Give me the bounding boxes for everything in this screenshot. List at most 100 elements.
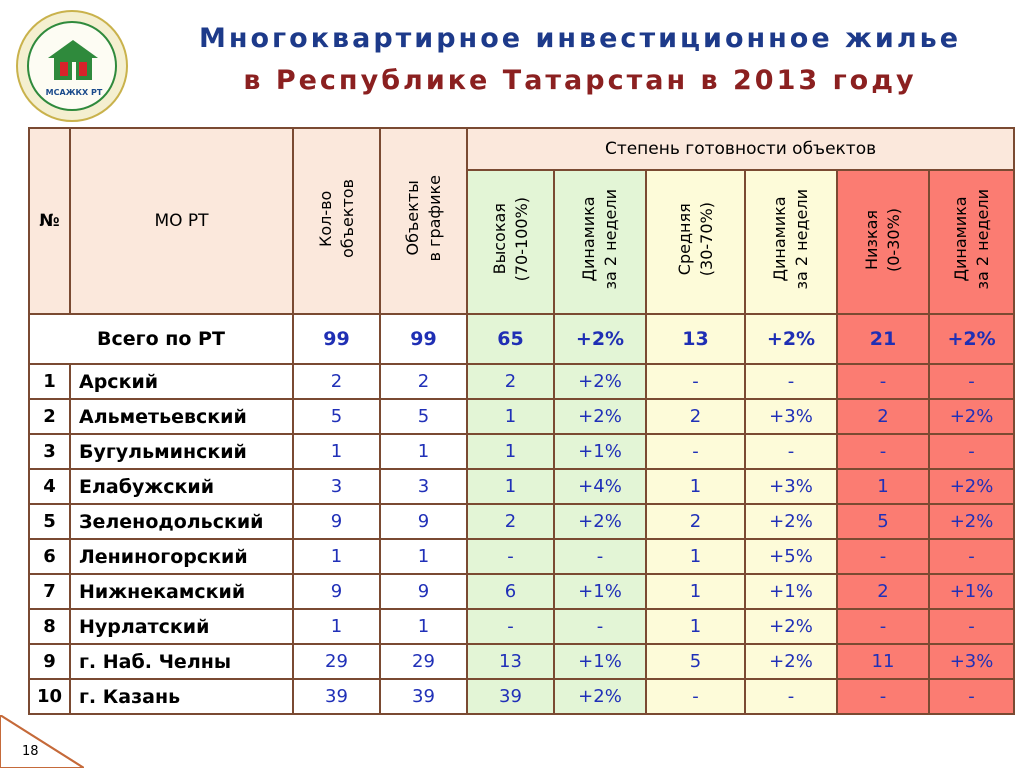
row-cell: 2 [379, 363, 468, 400]
table-row: 1 Арский 2 2 2 +2% - - - - [28, 363, 1016, 400]
row-cell: +3% [744, 398, 838, 435]
row-number: 7 [28, 573, 71, 610]
row-cell: 2 [466, 363, 555, 400]
header-row-2: Высокая (70-100%) Динамика за 2 недели С… [29, 169, 1016, 315]
row-number: 9 [28, 643, 71, 680]
row-cell: - [553, 538, 647, 575]
row-cell: 2 [645, 503, 746, 540]
row-cell: - [836, 608, 930, 645]
row-number: 4 [28, 468, 71, 505]
header-low-label: Низкая (0-30%) [862, 207, 903, 272]
header-high-label: Высокая (70-100%) [489, 197, 531, 282]
row-number: 5 [28, 503, 71, 540]
header-dyn-mid-label: Динамика за 2 недели [770, 189, 811, 290]
table-row: 3 Бугульминский 1 1 1 +1% - - - - [28, 433, 1016, 470]
row-cell: - [927, 678, 1016, 715]
logo-text: МСАЖКХ РТ [45, 88, 103, 97]
row-cell: - [836, 538, 930, 575]
row-number: 3 [28, 433, 71, 470]
row-cell: 5 [379, 398, 468, 435]
total-cell: 99 [292, 313, 381, 365]
table-row: 5 Зеленодольский 9 9 2 +2% 2 +2% 5 +2% [28, 503, 1016, 540]
row-cell: 9 [379, 573, 468, 610]
row-cell: 1 [379, 608, 468, 645]
header-schedule-label: Объекты в графике [402, 175, 444, 262]
row-number: 1 [28, 363, 71, 400]
row-cell: 3 [292, 468, 381, 505]
header-mo: МО РТ [69, 127, 294, 315]
row-cell: +2% [744, 643, 838, 680]
row-cell: +2% [744, 608, 838, 645]
header-dyn-high: Динамика за 2 недели [553, 169, 647, 315]
header-dyn-low-label: Динамика за 2 недели [950, 189, 992, 290]
header-readiness: Степень готовности объектов [465, 127, 1016, 171]
row-district: Нижнекамский [69, 573, 294, 610]
row-cell: 1 [466, 398, 555, 435]
row-cell: - [836, 678, 930, 715]
row-cell: - [466, 538, 555, 575]
row-district: Лениногорский [69, 538, 294, 575]
row-cell: +1% [553, 643, 647, 680]
total-cell: +2% [744, 313, 838, 365]
header-mid: Средняя (30-70%) [645, 169, 746, 315]
page-title: Многоквартирное инвестиционное жилье в Р… [150, 18, 1010, 102]
row-cell: +2% [927, 468, 1016, 505]
row-cell: 9 [292, 573, 381, 610]
row-cell: 29 [292, 643, 381, 680]
header-num: № [28, 127, 71, 315]
header-dyn-low: Динамика за 2 недели [927, 169, 1016, 315]
row-district: Бугульминский [69, 433, 294, 470]
header-count-label: Кол-во объектов [315, 178, 357, 258]
row-cell: 2 [466, 503, 555, 540]
row-cell: - [466, 608, 555, 645]
row-cell: 1 [379, 433, 468, 470]
logo-inner-ring [27, 21, 117, 111]
total-cell: 21 [836, 313, 930, 365]
total-row: Всего по РТ 99 99 65 +2% 13 +2% 21 +2% [28, 313, 1016, 365]
row-cell: - [836, 433, 930, 470]
row-cell: - [744, 433, 838, 470]
row-cell: +1% [553, 573, 647, 610]
row-cell: 2 [645, 398, 746, 435]
row-cell: 39 [466, 678, 555, 715]
row-cell: +1% [553, 433, 647, 470]
row-number: 2 [28, 398, 71, 435]
row-cell: - [744, 363, 838, 400]
row-cell: - [927, 363, 1016, 400]
row-district: Нурлатский [69, 608, 294, 645]
total-cell: +2% [553, 313, 647, 365]
row-cell: 1 [379, 538, 468, 575]
housing-table: № МО РТ Кол-во объектов Объекты в график… [28, 127, 1016, 715]
organization-logo: МСАЖКХ РТ [16, 10, 128, 122]
row-cell: 2 [836, 573, 930, 610]
row-district: г. Наб. Челны [69, 643, 294, 680]
row-cell: - [645, 678, 746, 715]
row-cell: +3% [927, 643, 1016, 680]
header-dyn-high-label: Динамика за 2 недели [579, 189, 620, 290]
row-cell: +2% [553, 398, 647, 435]
row-district: г. Казань [69, 678, 294, 715]
row-district: Арский [69, 363, 294, 400]
row-cell: 5 [836, 503, 930, 540]
row-cell: - [645, 433, 746, 470]
row-cell: +2% [553, 363, 647, 400]
row-district: Зеленодольский [69, 503, 294, 540]
row-cell: +2% [927, 398, 1016, 435]
page-number: 18 [22, 744, 39, 759]
header-high: Высокая (70-100%) [466, 169, 555, 315]
row-cell: +2% [927, 503, 1016, 540]
header-low: Низкая (0-30%) [836, 169, 930, 315]
table-row: 9 г. Наб. Челны 29 29 13 +1% 5 +2% 11 +3% [28, 643, 1016, 680]
row-cell: +4% [553, 468, 647, 505]
row-cell: 9 [379, 503, 468, 540]
row-cell: - [744, 678, 838, 715]
row-cell: +2% [744, 503, 838, 540]
row-cell: 39 [379, 678, 468, 715]
row-cell: 2 [836, 398, 930, 435]
row-cell: 1 [292, 433, 381, 470]
row-number: 10 [28, 678, 71, 715]
row-cell: +2% [553, 503, 647, 540]
row-cell: - [927, 608, 1016, 645]
row-cell: 39 [292, 678, 381, 715]
row-cell: - [553, 608, 647, 645]
